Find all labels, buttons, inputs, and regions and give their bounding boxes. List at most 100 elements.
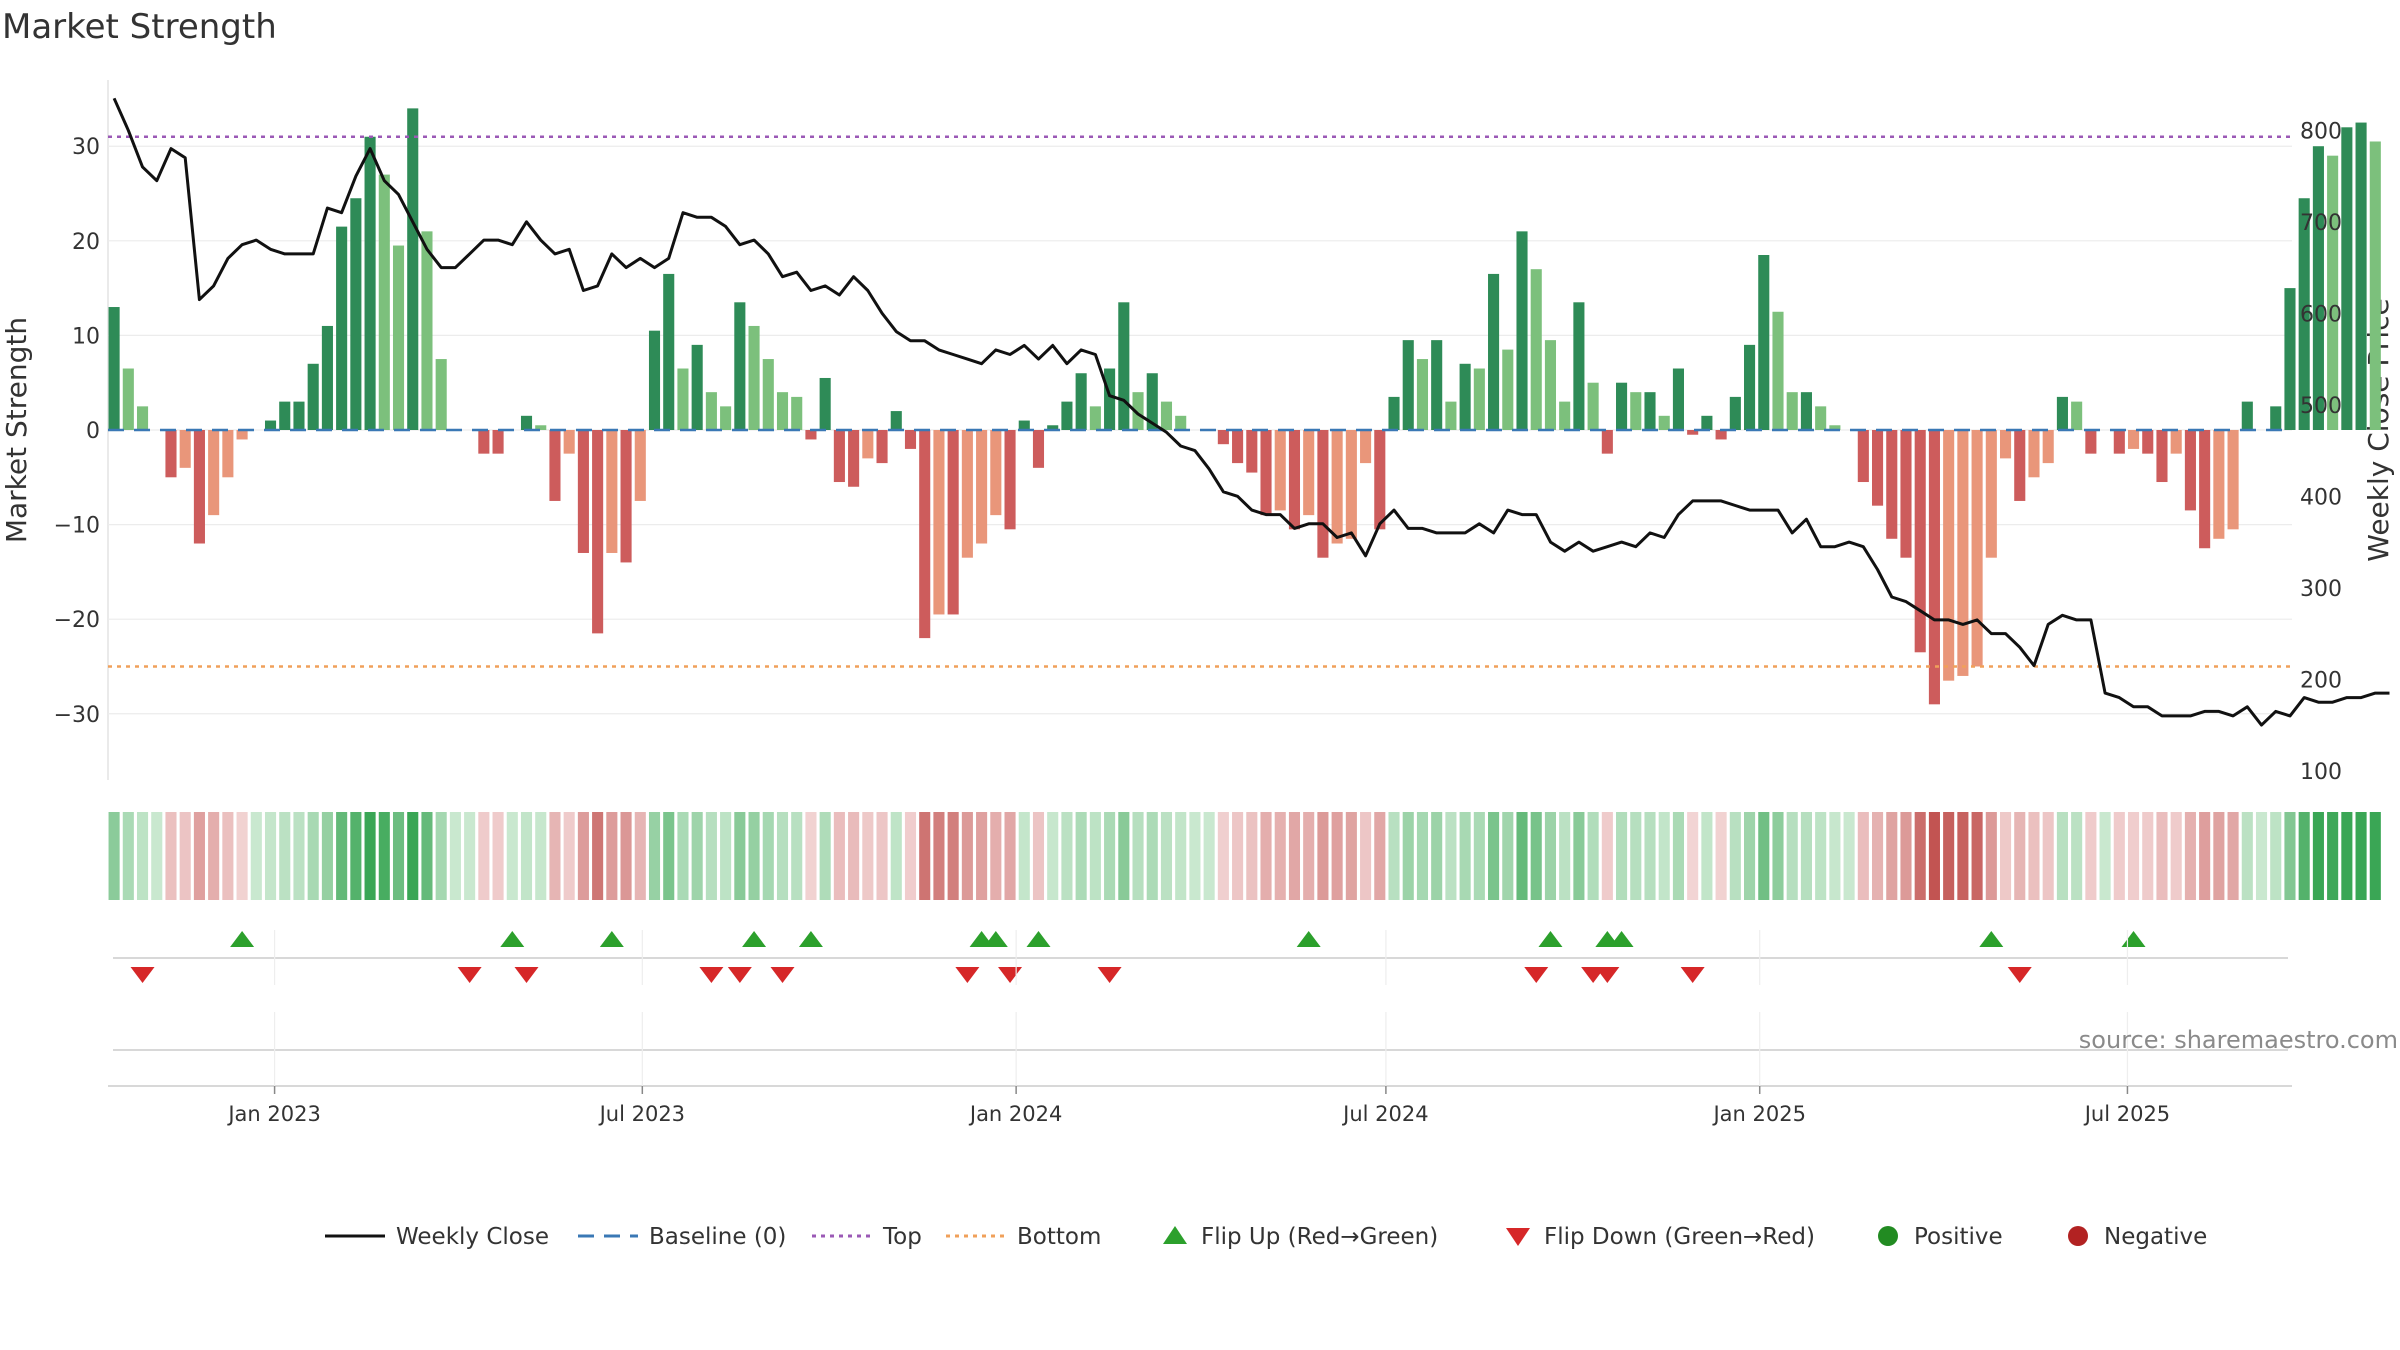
legend-label: Flip Up (Red→Green) (1201, 1224, 1438, 1250)
flip-down-marker (1097, 967, 1122, 983)
heat-cell (876, 812, 888, 900)
heat-cell (2355, 812, 2367, 900)
heat-cell (1431, 812, 1443, 900)
heat-cell (1175, 812, 1187, 900)
flip-up-marker (1609, 931, 1634, 947)
flip-down-marker (699, 967, 724, 983)
y-tick-left-label: −30 (54, 703, 100, 728)
heat-cell (1800, 812, 1812, 900)
strength-bar-positive (1175, 415, 1187, 430)
heat-cell (1303, 812, 1315, 900)
price-line-layer (112, 97, 2390, 727)
heat-cell (1018, 812, 1030, 900)
strength-bar-positive (2312, 146, 2324, 430)
strength-bar-positive (1146, 373, 1158, 430)
strength-bar-positive (1075, 373, 1087, 430)
y-tick-left-label: −10 (54, 514, 100, 539)
flip-up-marker (500, 931, 525, 947)
strength-bar-positive (279, 401, 291, 430)
strength-bar-negative (2199, 430, 2211, 549)
heat-cell (1957, 812, 1969, 900)
flip-up-marker (2121, 931, 2146, 947)
strength-bar-positive (2270, 406, 2282, 430)
strength-bar-positive (2341, 127, 2353, 430)
y-tick-left-label: −20 (54, 608, 100, 633)
heat-cell (350, 812, 362, 900)
heat-cell (2298, 812, 2310, 900)
flip-up-marker (1979, 931, 2004, 947)
strength-bar-positive (1416, 359, 1429, 430)
heat-cell (1160, 812, 1173, 900)
y-tick-right-label: 100 (2300, 760, 2342, 785)
reference-lines (108, 135, 2292, 668)
heat-cell (634, 812, 646, 900)
heat-cell (1473, 812, 1485, 900)
strength-bar-negative (193, 430, 205, 544)
flip-down-marker (514, 967, 539, 983)
heat-cell (122, 812, 134, 900)
y-axis-label-left: Market Strength (0, 317, 33, 543)
strength-bar-negative (478, 430, 490, 454)
heat-cell (250, 812, 262, 900)
strength-bar-negative (577, 430, 589, 553)
flip-up-marker (230, 931, 255, 947)
heat-cell (1345, 812, 1357, 900)
heat-cell (1886, 812, 1898, 900)
heat-cell (2028, 812, 2040, 900)
y-tick-right-label: 600 (2300, 302, 2342, 327)
flip-down-marker (130, 967, 155, 983)
heat-cell (890, 812, 902, 900)
strength-bar-negative (1274, 430, 1286, 511)
heat-cell (1274, 812, 1286, 900)
heat-cell (1999, 812, 2012, 900)
heat-cell (833, 812, 845, 900)
strength-bar-negative (919, 430, 931, 639)
heat-cell (1587, 812, 1599, 900)
strength-bar-negative (2042, 430, 2054, 464)
strength-bar-negative (165, 430, 177, 478)
heat-cell (1815, 812, 1827, 900)
strength-bar-negative (2142, 430, 2154, 454)
legend-swatch-circle (1878, 1226, 1898, 1246)
strength-bar-negative (620, 430, 632, 563)
strength-bar-positive (791, 396, 803, 430)
strength-bar-positive (2369, 141, 2381, 430)
strength-bar-positive (1587, 382, 1599, 430)
strength-bar-positive (1630, 392, 1642, 430)
heat-cell (1985, 812, 1997, 900)
strength-bar-positive (1744, 344, 1756, 430)
strength-bar-positive (2241, 401, 2253, 430)
heat-cell (1857, 812, 1869, 900)
strength-bar-positive (1402, 340, 1414, 430)
strength-bar-negative (563, 430, 575, 454)
heat-cell (1132, 812, 1144, 900)
strength-bar-positive (535, 425, 547, 430)
strength-bar-positive (378, 174, 390, 430)
heat-cell (2156, 812, 2168, 900)
heat-cell (222, 812, 234, 900)
strength-bar-positive (364, 136, 376, 430)
heat-cell (1061, 812, 1073, 900)
flip-up-marker (742, 931, 767, 947)
heat-cell (1872, 812, 1884, 900)
legend-label: Bottom (1017, 1224, 1101, 1250)
heat-cell (1758, 812, 1770, 900)
strength-bar-positive (2071, 401, 2083, 430)
strength-bar-positive (2327, 155, 2339, 431)
strength-bar-negative (1360, 430, 1372, 464)
strength-bar-positive (1829, 425, 1841, 430)
heat-cell (2056, 812, 2068, 900)
flip-up-marker (983, 931, 1008, 947)
strength-bar-negative (933, 430, 945, 615)
heat-cell (961, 812, 973, 900)
x-axis: Jan 2023 Jul 2023 Jan 2024 Jul 2024 Jan 2025… (108, 930, 2292, 1126)
heat-cell (648, 812, 661, 900)
heat-cell (691, 812, 703, 900)
heat-cell (1317, 812, 1329, 900)
strength-bar-positive (1445, 401, 1457, 430)
strength-bar-positive (720, 406, 732, 430)
heat-cell (1203, 812, 1215, 900)
strength-bar-negative (2113, 430, 2125, 454)
heat-cell (1047, 812, 1059, 900)
strength-bar-positive (663, 273, 675, 430)
